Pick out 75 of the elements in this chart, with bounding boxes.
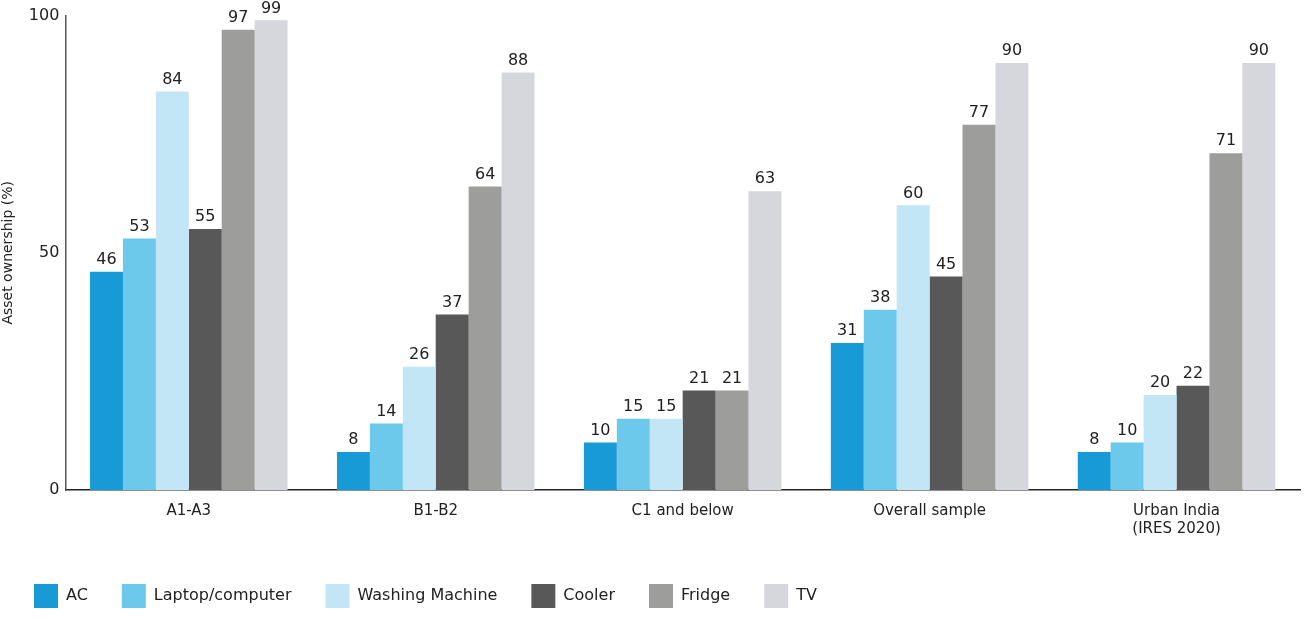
bar (336, 452, 370, 490)
data-label: 97 (228, 6, 249, 26)
data-label: 8 (1089, 429, 1100, 449)
bar (616, 418, 650, 490)
bar (1077, 452, 1111, 490)
y-tick-label: 100 (28, 4, 60, 24)
y-tick-label: 0 (49, 479, 60, 499)
data-label: 71 (1215, 130, 1237, 150)
data-label: 20 (1149, 372, 1171, 392)
bar (1242, 63, 1276, 490)
data-label: 14 (376, 400, 397, 420)
data-label: 31 (837, 320, 858, 340)
bar (468, 186, 502, 490)
x-tick-label: A1-A3 (166, 500, 212, 519)
data-label: 15 (623, 396, 644, 415)
bar (1143, 395, 1177, 490)
bar (649, 418, 683, 490)
bar (1176, 385, 1210, 490)
data-label: 53 (129, 215, 150, 235)
bar (90, 271, 123, 490)
data-label: 22 (1182, 362, 1204, 382)
legend-label: TV (795, 585, 817, 605)
bar (122, 238, 156, 490)
bar (369, 423, 403, 490)
data-label: 60 (902, 182, 924, 202)
data-label: 77 (968, 101, 990, 121)
data-label: 46 (96, 248, 117, 268)
bar (962, 124, 996, 490)
bar (221, 29, 255, 490)
data-label: 88 (507, 49, 529, 69)
x-tick-label: B1-B2 (413, 500, 459, 519)
data-label: 90 (1001, 40, 1023, 60)
bar (995, 63, 1029, 490)
bar (1110, 442, 1144, 490)
data-label: 64 (474, 163, 496, 183)
data-label: 10 (590, 419, 611, 439)
data-label: 26 (409, 343, 430, 363)
bar (254, 20, 288, 490)
legend-label: AC (66, 585, 88, 605)
data-label: 8 (348, 429, 359, 449)
x-tick-label: Urban India (IRES 2020) (1132, 500, 1221, 537)
data-label: 21 (721, 367, 743, 387)
data-label: 55 (195, 206, 216, 226)
data-label: 37 (442, 291, 463, 311)
bar (748, 191, 782, 490)
y-axis-title: Asset ownership (%) (0, 181, 16, 325)
data-label: 45 (935, 253, 957, 273)
legend-label: Fridge (680, 585, 731, 605)
data-label: 21 (688, 367, 710, 387)
bar (1209, 153, 1243, 490)
bar (188, 229, 222, 490)
legend-label: Cooler (563, 585, 616, 605)
bar (501, 72, 535, 490)
data-label: 38 (870, 286, 891, 306)
data-label: 84 (162, 68, 183, 88)
x-tick-label: C1 and below (631, 500, 734, 519)
bar (830, 342, 864, 490)
bar (863, 309, 897, 490)
legend-label: Washing Machine (357, 585, 498, 605)
y-tick-label: 50 (38, 241, 60, 261)
bar (155, 91, 189, 490)
bar (929, 276, 963, 490)
bar (682, 390, 716, 490)
legend-label: Laptop/computer (153, 585, 292, 605)
data-label: 99 (260, 0, 282, 17)
bar (402, 366, 436, 490)
data-label: 10 (1116, 419, 1138, 439)
data-label: 63 (754, 168, 776, 188)
bar (583, 442, 617, 490)
bar (435, 314, 469, 490)
bar (896, 205, 930, 490)
data-label: 90 (1248, 40, 1270, 60)
bar (715, 390, 749, 490)
x-tick-label: Overall sample (873, 500, 987, 519)
data-label: 15 (656, 396, 677, 415)
